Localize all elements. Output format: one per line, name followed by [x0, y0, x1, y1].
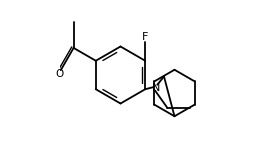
Text: F: F — [142, 32, 148, 42]
Text: N: N — [151, 83, 160, 93]
Text: O: O — [56, 69, 64, 79]
